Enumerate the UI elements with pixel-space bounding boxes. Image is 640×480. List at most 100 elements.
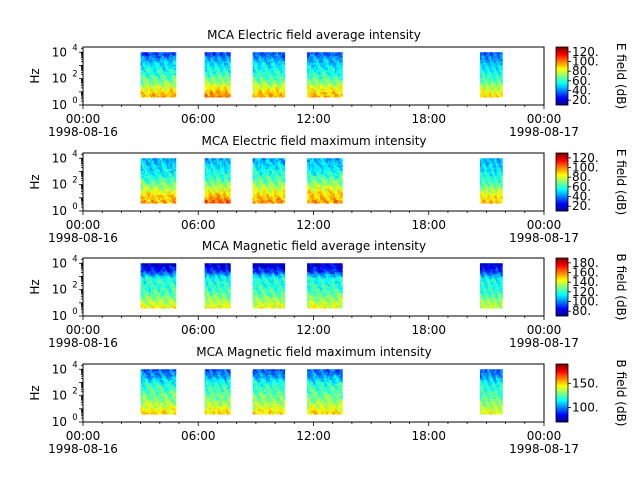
spectrogram-cell xyxy=(320,76,323,79)
spectrogram-cell xyxy=(276,196,279,199)
spectrogram-cell xyxy=(314,90,317,93)
spectrogram-cell xyxy=(275,184,278,187)
spectrogram-cell xyxy=(264,76,267,79)
spectrogram-cell xyxy=(207,64,210,67)
spectrogram-cell xyxy=(255,170,258,173)
spectrogram-cell xyxy=(492,66,494,69)
spectrogram-cell xyxy=(209,165,212,168)
spectrogram-cell xyxy=(493,64,495,67)
spectrogram-cell xyxy=(171,54,174,57)
spectrogram-cell xyxy=(214,95,216,98)
spectrogram-cell xyxy=(167,184,169,187)
spectrogram-cell xyxy=(143,91,146,95)
spectrogram-cell xyxy=(155,196,158,199)
spectrogram-cell xyxy=(479,78,482,81)
spectrogram-cell xyxy=(146,91,149,95)
spectrogram-cell xyxy=(496,62,499,65)
spectrogram-cell xyxy=(142,93,144,96)
spectrogram-cell xyxy=(259,187,262,190)
spectrogram-cell xyxy=(222,163,225,166)
spectrogram-cell xyxy=(267,55,270,58)
spectrogram-cell xyxy=(214,81,216,84)
spectrogram-cell xyxy=(171,57,174,60)
spectrogram-cell xyxy=(214,182,216,185)
spectrogram-cell xyxy=(312,57,315,60)
spectrogram-cell xyxy=(279,194,282,197)
spectrogram-cell xyxy=(161,166,164,170)
spectrogram-cell xyxy=(275,189,278,192)
spectrogram-cell xyxy=(279,52,282,55)
spectrogram-cell xyxy=(164,201,166,204)
colorbar-swatch xyxy=(556,78,568,81)
spectrogram-cell xyxy=(326,83,329,86)
spectrogram-cell xyxy=(279,91,282,95)
spectrogram-cell xyxy=(259,199,262,202)
spectrogram-cell xyxy=(169,79,172,82)
spectrogram-cell xyxy=(218,93,220,96)
spectrogram-cell xyxy=(311,66,314,69)
spectrogram-cell xyxy=(264,194,267,197)
spectrogram-cell xyxy=(481,83,484,86)
spectrogram-cell xyxy=(336,83,339,86)
spectrogram-cell xyxy=(271,76,274,79)
spectrogram-cell xyxy=(209,175,212,178)
spectrogram-cell xyxy=(219,199,222,202)
spectrogram-cell xyxy=(156,177,159,180)
spectrogram-cell xyxy=(282,74,284,77)
spectrogram-cell xyxy=(206,78,209,81)
spectrogram-cell xyxy=(499,64,501,67)
spectrogram-cell xyxy=(227,52,229,55)
spectrogram-cell xyxy=(204,86,207,89)
spectrogram-cell xyxy=(479,79,482,82)
spectrogram-cell xyxy=(337,72,340,76)
spectrogram-cell xyxy=(205,178,208,182)
spectrogram-cell xyxy=(283,192,286,195)
spectrogram-cell xyxy=(223,93,226,96)
spectrogram-cell xyxy=(227,158,229,161)
spectrogram-cell xyxy=(150,189,153,192)
spectrogram-cell xyxy=(499,81,501,84)
spectrogram-cell xyxy=(481,90,484,93)
spectrogram-cell xyxy=(254,173,256,176)
spectrogram-cell xyxy=(219,170,222,173)
spectrogram-cell xyxy=(266,90,268,93)
spectrogram-cell xyxy=(205,81,208,84)
spectrogram-cell xyxy=(264,93,267,96)
spectrogram-cell xyxy=(217,163,219,166)
spectrogram-cell xyxy=(493,52,495,55)
spectrogram-cell xyxy=(340,91,343,95)
spectrogram-cell xyxy=(162,180,165,183)
spectrogram-cell xyxy=(228,201,230,204)
spectrogram-cell xyxy=(255,180,258,183)
spectrogram-cell xyxy=(217,182,219,185)
spectrogram-cell xyxy=(220,74,223,77)
spectrogram-cell xyxy=(162,54,165,57)
spectrogram-cell xyxy=(276,69,279,72)
spectrogram-cell xyxy=(150,59,153,62)
spectrogram-cell xyxy=(496,67,499,70)
spectrogram-cell xyxy=(222,165,225,168)
spectrogram-cell xyxy=(485,59,487,62)
spectrogram-cell xyxy=(275,81,278,84)
spectrogram-cell xyxy=(311,60,314,64)
spectrogram-cell xyxy=(494,81,497,84)
spectrogram-cell xyxy=(228,197,230,201)
spectrogram-cell xyxy=(229,197,231,201)
spectrogram-cell xyxy=(142,178,144,182)
spectrogram-cell xyxy=(484,72,486,76)
spectrogram-cell xyxy=(205,55,208,58)
spectrogram-cell xyxy=(165,165,168,168)
spectrogram-cell xyxy=(282,67,284,70)
spectrogram-cell xyxy=(155,180,158,183)
spectrogram-cell xyxy=(490,88,492,91)
spectrogram-cell xyxy=(219,52,222,55)
spectrogram-cell xyxy=(275,78,278,81)
spectrogram-cell xyxy=(152,175,155,178)
spectrogram-cell xyxy=(491,95,493,98)
spectrogram-cell xyxy=(271,66,274,69)
spectrogram-cell xyxy=(218,165,220,168)
spectrogram-cell xyxy=(153,74,156,77)
spectrogram-cell xyxy=(216,170,218,173)
spectrogram-cell xyxy=(272,178,275,182)
spectrogram-cell xyxy=(494,95,497,98)
